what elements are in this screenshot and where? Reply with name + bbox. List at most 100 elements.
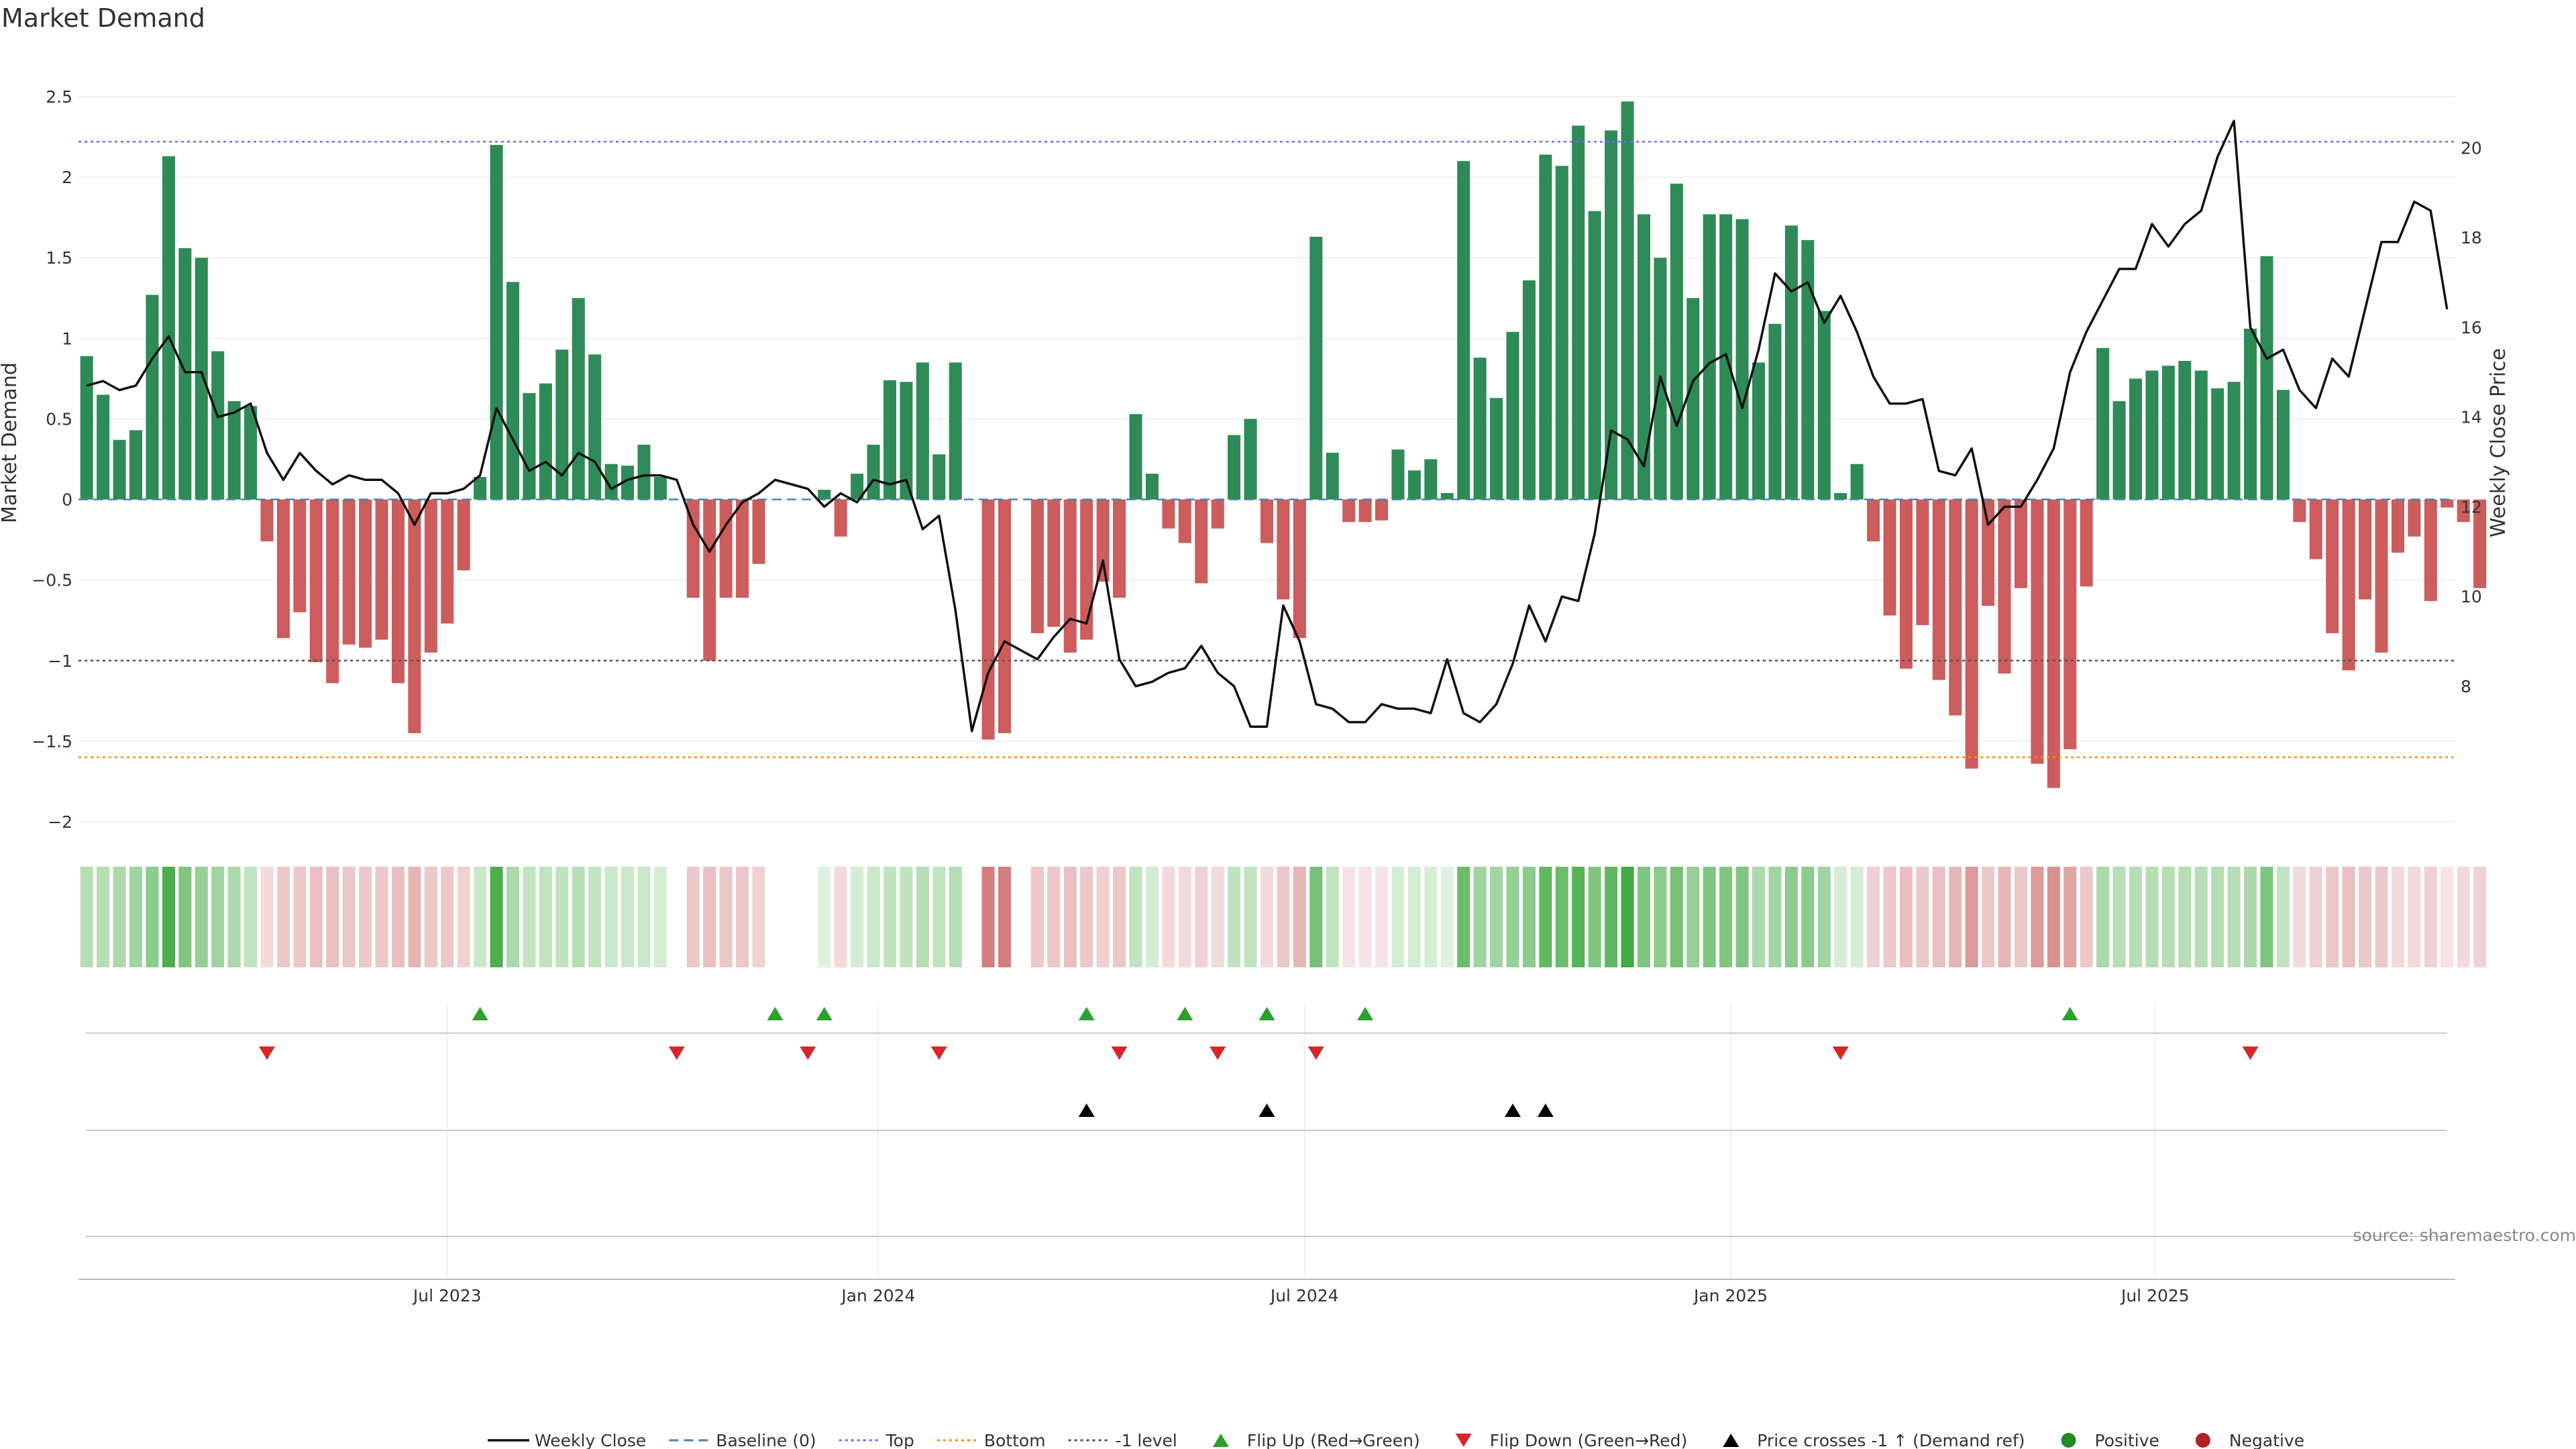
strip-cell — [391, 867, 405, 967]
positive-demand-bar — [1670, 183, 1683, 500]
positive-demand-bar — [1834, 492, 1847, 500]
flip-up-marker — [1177, 1007, 1193, 1020]
strip-cell — [604, 867, 618, 967]
positive-demand-bar — [211, 351, 225, 500]
positive-demand-bar — [1490, 398, 1503, 500]
negative-demand-bar — [1063, 499, 1077, 653]
strip-cell — [2408, 867, 2421, 967]
strip-cell — [2244, 867, 2257, 967]
negative-demand-bar — [686, 499, 700, 598]
x-tick-label: Jan 2025 — [1693, 1286, 1768, 1305]
flip-up-marker — [767, 1007, 784, 1020]
legend-item: Weekly Close — [488, 1431, 646, 1449]
flip-down-marker — [668, 1046, 685, 1060]
positive-demand-bar — [1440, 492, 1454, 500]
strip-cell — [359, 867, 372, 967]
strip-cell — [1096, 867, 1110, 967]
strip-cell — [1342, 867, 1356, 967]
strip-cell — [1949, 867, 1962, 967]
legend-label: Negative — [2229, 1431, 2304, 1449]
positive-demand-bar — [129, 430, 143, 500]
legend-item: Positive — [2061, 1431, 2159, 1449]
strip-cell — [375, 867, 388, 967]
strip-cell — [2227, 867, 2241, 967]
positive-demand-bar — [900, 382, 913, 500]
strip-cell — [2063, 867, 2077, 967]
strip-cell — [178, 867, 192, 967]
strip-cell — [2014, 867, 2028, 967]
strip-cell — [523, 867, 536, 967]
positive-demand-bar — [1326, 452, 1339, 500]
y2-tick-label: 18 — [2461, 228, 2482, 248]
flip-down-marker — [2242, 1046, 2259, 1060]
strip-cell — [1605, 867, 1618, 967]
chart-title: Market Demand — [1, 3, 205, 33]
strip-cell — [998, 867, 1012, 967]
legend-circle-icon — [2195, 1433, 2210, 1448]
positive-demand-bar — [2129, 378, 2143, 500]
strip-cell — [97, 867, 110, 967]
strip-cell — [1719, 867, 1733, 967]
strip-cell — [1293, 867, 1306, 967]
strip-cell — [1391, 867, 1405, 967]
strip-cell — [1686, 867, 1700, 967]
negative-demand-bar — [1932, 499, 1945, 680]
strip-cell — [1063, 867, 1077, 967]
legend-label: Flip Up (Red→Green) — [1247, 1431, 1420, 1449]
negative-demand-bar — [1080, 499, 1093, 640]
strip-cell — [851, 867, 864, 967]
strip-cell — [1932, 867, 1945, 967]
strip-cell — [474, 867, 487, 967]
strip-cell — [490, 867, 503, 967]
flip-up-marker — [1078, 1007, 1095, 1020]
strip-cell — [1817, 867, 1831, 967]
strip-cell — [1145, 867, 1159, 967]
positive-demand-bar — [1522, 280, 1536, 500]
strip-cell — [1030, 867, 1044, 967]
flip-down-marker — [1111, 1046, 1128, 1060]
flip-up-marker — [2061, 1007, 2078, 1020]
positive-demand-bar — [572, 298, 585, 500]
negative-demand-bar — [2359, 499, 2372, 600]
flip-down-marker — [258, 1046, 275, 1060]
negative-demand-bar — [1096, 499, 1110, 582]
strip-cell — [2391, 867, 2405, 967]
negative-demand-bar — [719, 499, 733, 598]
negative-demand-bar — [2440, 499, 2454, 508]
legend-item: Flip Down (Green→Red) — [1455, 1431, 1687, 1449]
negative-demand-bar — [1162, 499, 1175, 529]
y-axis-label: Market Demand — [0, 362, 21, 523]
price-series — [86, 119, 2449, 733]
strip-cell — [1277, 867, 1290, 967]
negative-demand-bar — [981, 499, 995, 740]
negative-demand-bar — [2047, 499, 2060, 788]
strip-cell — [1309, 867, 1323, 967]
strip-cell — [309, 867, 323, 967]
strip-cell — [1982, 867, 1995, 967]
y-tick-label: −0.5 — [32, 571, 72, 590]
price-cross-marker — [1078, 1104, 1095, 1117]
y-tick-label: −1 — [48, 651, 72, 671]
legend-label: Price crosses -1 ↑ (Demand ref) — [1757, 1431, 2025, 1449]
legend-label: Bottom — [984, 1431, 1046, 1449]
negative-demand-bar — [1047, 499, 1061, 627]
negative-demand-bar — [2408, 499, 2421, 537]
strip-cell — [1080, 867, 1093, 967]
strip-cell — [129, 867, 143, 967]
reference-lines — [78, 141, 2455, 759]
legend-label: Baseline (0) — [716, 1431, 816, 1449]
y2-tick-label: 14 — [2461, 408, 2482, 427]
negative-demand-bar — [408, 499, 421, 733]
negative-demand-bar — [998, 499, 1012, 733]
positive-demand-bar — [2145, 370, 2159, 500]
strip-cell — [1539, 867, 1552, 967]
strip-cell — [276, 867, 290, 967]
positive-demand-bar — [1424, 459, 1438, 500]
positive-demand-bar — [555, 350, 569, 500]
price-cross-marker — [1258, 1104, 1275, 1117]
flip-down-marker — [1307, 1046, 1324, 1060]
strip-cell — [1703, 867, 1716, 967]
y-tick-label: −1.5 — [32, 732, 72, 751]
positive-demand-bar — [113, 439, 126, 500]
